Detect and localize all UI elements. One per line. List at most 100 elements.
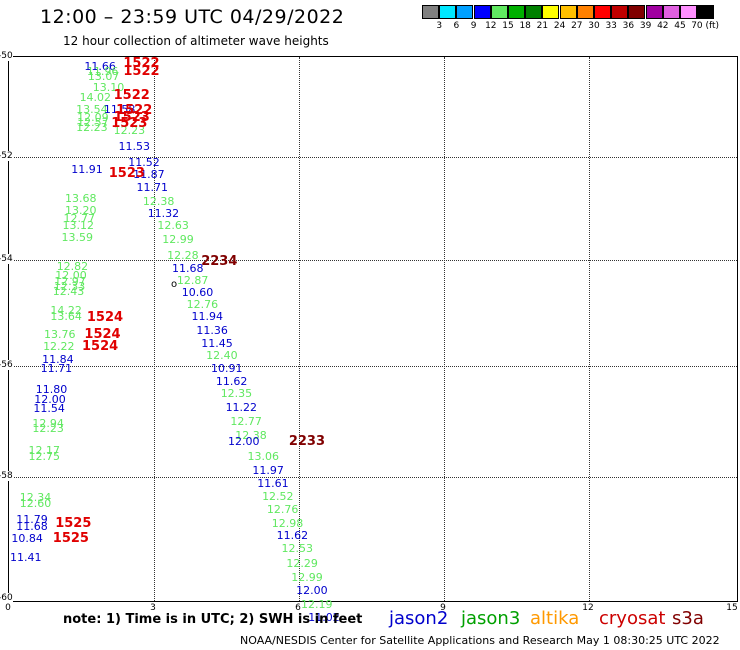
wave-height-label: 11.80 [35, 383, 68, 397]
legend-swatch [456, 5, 474, 19]
legend-label: 12 [485, 21, 497, 31]
wave-height-label: 12.38 [142, 194, 175, 208]
legend-label: 36 [622, 21, 635, 31]
wave-height-label: 12.52 [262, 489, 294, 503]
legend-swatch [542, 5, 560, 19]
wave-height-label: 12.94 [32, 416, 64, 430]
wave-height-label: 11.22 [225, 400, 258, 414]
pass-time-label: 1524 [84, 327, 121, 343]
wave-height-label: 11.68 [172, 261, 204, 275]
legend-swatch [490, 5, 508, 19]
wave-height-label: 12.38 [235, 429, 267, 443]
wave-height-label: 12.22 [43, 340, 75, 354]
legend-swatch [559, 5, 577, 19]
location-marker: o [171, 279, 178, 290]
wave-height-label: 11.97 [252, 463, 284, 477]
wave-height-label: 11.45 [201, 336, 233, 350]
legend-swatch [576, 5, 594, 19]
legend-label: 45 [674, 21, 686, 31]
vgrid-3 [154, 57, 155, 601]
wave-height-label: 11.71 [40, 362, 73, 376]
pass-time-label: 1524 [86, 309, 124, 325]
wave-height-label: 12.99 [162, 232, 194, 246]
wave-height-label: 12.00 [228, 434, 260, 448]
pass-time-label: 1523 [108, 166, 145, 182]
wave-height-label: 12.17 [28, 444, 60, 458]
wave-height-label: 11.91 [71, 163, 103, 177]
y-tick-label: -52 [0, 151, 13, 161]
x-tick-label: 6 [295, 603, 301, 613]
wave-height-label: 11.02 [308, 611, 340, 625]
y-tick-label: -54 [0, 254, 13, 264]
legend-swatch [525, 5, 543, 19]
pass-time-label: 1524 [82, 339, 119, 355]
legend-swatch [628, 5, 646, 19]
pass-time-label: 1522 [116, 102, 153, 118]
wave-height-label: 10.91 [210, 362, 243, 376]
legend-label: 6 [453, 21, 460, 31]
wave-height-label: 13.68 [64, 191, 97, 205]
wave-height-label: 12.87 [176, 273, 209, 287]
hgrid-56 [9, 366, 737, 367]
legend-label: 39 [639, 21, 652, 31]
hgrid-52 [9, 157, 737, 158]
legend-swatch [422, 5, 439, 19]
wave-height-label: 12.40 [206, 349, 238, 363]
wave-height-label: 13.06 [247, 449, 279, 463]
legend-swatch [662, 5, 680, 19]
satellite-altika: altika [530, 608, 580, 629]
wave-height-label: 11.87 [133, 168, 165, 182]
wave-height-label: 13.10 [92, 80, 125, 94]
wave-height-label: 11.96 [86, 65, 119, 79]
wave-height-label: 12.23 [76, 120, 108, 134]
pass-time-label: 2233 [288, 433, 326, 449]
wave-height-label: 10.84 [11, 531, 43, 545]
wave-height-label: 12.34 [19, 491, 52, 505]
wave-height-label: 13.76 [44, 328, 76, 342]
wave-height-label: 12.63 [157, 219, 189, 233]
pass-time-label: 1525 [52, 530, 89, 546]
pass-time-label: 1522 [123, 55, 160, 71]
wave-height-label: 11.58 [103, 102, 136, 116]
x-tick-label: 12 [582, 603, 594, 613]
y-tick-label: -60 [0, 593, 13, 603]
vgrid-12 [589, 57, 590, 601]
wave-height-label: 12.76 [266, 503, 299, 517]
wave-height-label: 11.66 [84, 59, 116, 73]
wave-height-label: 12.98 [271, 516, 304, 530]
wave-height-label: 12.99 [291, 571, 323, 585]
pass-time-label: 1525 [55, 515, 92, 531]
wave-height-label: 12.33 [53, 280, 86, 294]
credit-line: NOAA/NESDIS Center for Satellite Applica… [240, 634, 720, 647]
legend-label: 3 [436, 21, 443, 31]
map-plot[interactable]: o 11.66 11.96 13.07 13.10 14.02 13.54 11.58 12.… [8, 55, 738, 623]
wave-height-label: 11.53 [118, 140, 151, 154]
wave-height-label: 12.00 [296, 583, 328, 597]
wave-height-label: 12.75 [28, 449, 60, 463]
legend-swatch [611, 5, 629, 19]
wave-height-label: 11.41 [9, 550, 42, 564]
wave-height-label: 12.57 [77, 115, 109, 129]
pass-time-label: 1522 [113, 88, 150, 104]
satellite-jason3: jason3 [461, 608, 521, 629]
y-tick-label: -58 [0, 471, 13, 481]
legend-swatch [594, 5, 611, 19]
x-tick-label: 0 [5, 603, 11, 613]
wave-height-label: 12.00 [34, 392, 66, 406]
wave-height-label: 14.22 [50, 303, 82, 317]
legend-label: 18 [519, 21, 531, 31]
x-tick-label: 3 [150, 603, 156, 613]
hgrid-54 [9, 260, 737, 261]
wave-height-label: 11.94 [191, 310, 224, 324]
legend-swatch [473, 5, 491, 19]
pass-time-label: 2234 [201, 253, 238, 269]
x-tick-label: 15 [726, 603, 738, 613]
x-tick-label: 9 [440, 603, 446, 613]
wave-height-label: 13.20 [64, 203, 97, 217]
legend-label: 21 [536, 21, 549, 31]
legend-label: 9 [470, 21, 477, 31]
legend-label: 70 (ft) [691, 21, 720, 31]
satellite-cryosat: cryosat [599, 608, 666, 629]
wave-height-label: 12.76 [186, 298, 219, 312]
wave-height-label: 12.53 [281, 542, 314, 556]
